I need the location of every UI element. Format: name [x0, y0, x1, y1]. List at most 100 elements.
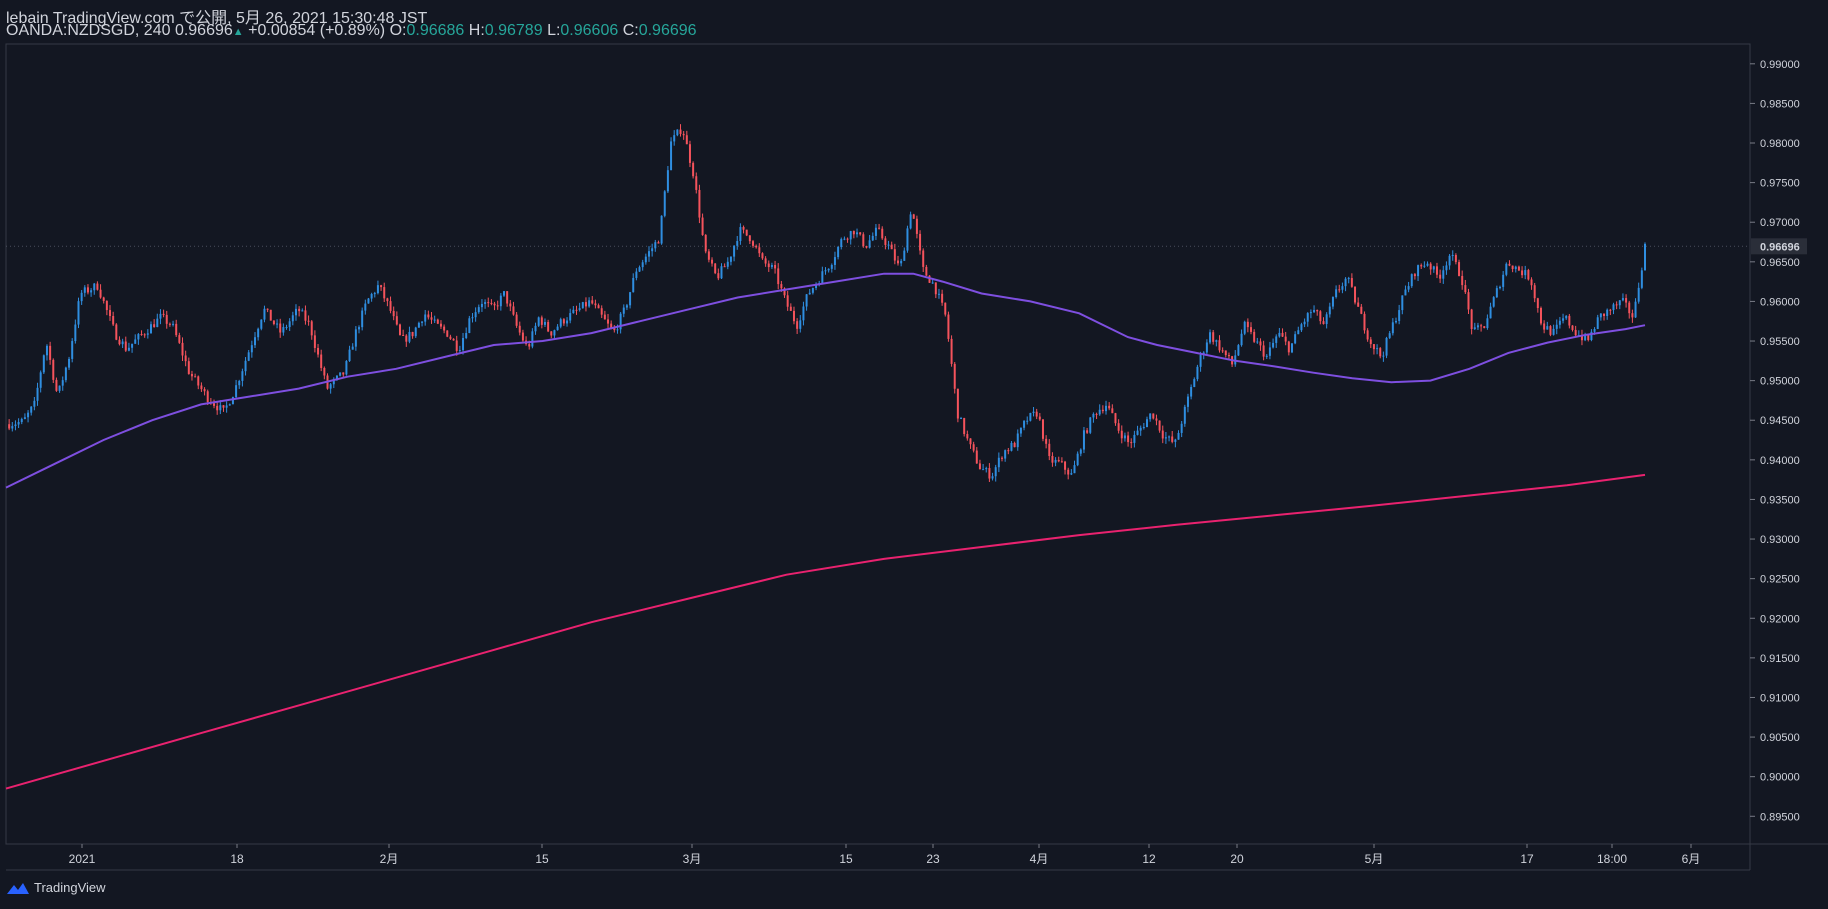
candle-body	[1278, 332, 1281, 337]
candle-body	[1464, 285, 1467, 293]
candle-body	[197, 376, 200, 386]
candle-body	[506, 291, 509, 304]
candle-body	[1209, 332, 1212, 343]
candle-body	[824, 270, 827, 272]
candle-body	[1631, 313, 1634, 318]
candle-body	[893, 249, 896, 261]
candle-body	[153, 324, 156, 328]
candle-body	[323, 367, 326, 376]
candle-body	[455, 340, 458, 351]
footer-brand[interactable]: TradingView	[6, 880, 106, 895]
candle-body	[859, 232, 862, 235]
candle-body	[17, 422, 20, 425]
candle-body	[1250, 327, 1253, 332]
candle-body	[1508, 263, 1511, 266]
candle-body	[890, 244, 893, 250]
candle-body	[515, 314, 518, 326]
candle-body	[588, 300, 591, 307]
candle-body	[99, 289, 102, 298]
candle-body	[1558, 320, 1561, 325]
candle-body	[1186, 396, 1189, 407]
candle-body	[966, 434, 969, 439]
candle-body	[1095, 413, 1098, 415]
candle-body	[1010, 442, 1013, 451]
candle-body	[304, 310, 307, 321]
x-tick-label: 15	[535, 852, 549, 866]
candle-body	[1423, 265, 1426, 267]
candle-body	[997, 457, 1000, 468]
candle-body	[1139, 427, 1142, 431]
symbol-label[interactable]: OANDA:NZDSGD, 240	[6, 22, 171, 39]
candle-body	[102, 297, 105, 301]
price-axis[interactable]: 0.99000 0.98500 0.98000 0.97500 0.97000 0.965…	[1750, 59, 1800, 823]
candle-body	[1363, 313, 1366, 331]
candle-body	[1158, 420, 1161, 431]
y-tick-label: 0.96000	[1760, 296, 1800, 308]
candle-body	[395, 316, 398, 325]
candle-body	[1379, 348, 1382, 357]
candle-body	[874, 227, 877, 236]
candle-body	[1596, 317, 1599, 330]
y-tick-label: 0.94500	[1760, 415, 1800, 427]
candle-body	[1149, 413, 1152, 420]
candle-body	[1057, 459, 1060, 462]
candle-body	[1382, 355, 1385, 357]
candle-body	[1612, 304, 1615, 311]
candle-body	[471, 317, 474, 319]
candle-body	[1070, 473, 1073, 475]
candle-body	[1101, 409, 1104, 412]
candle-body	[597, 305, 600, 309]
candle-body	[408, 331, 411, 342]
candle-body	[383, 287, 386, 299]
candle-body	[235, 385, 238, 398]
candle-body	[937, 293, 940, 295]
candle-body	[1268, 347, 1271, 356]
candle-body	[711, 259, 714, 264]
candle-body	[436, 319, 439, 324]
candle-body	[985, 468, 988, 470]
candle-body	[1098, 409, 1101, 415]
candle-body	[1171, 436, 1174, 442]
candle-body	[742, 227, 745, 230]
candle-body	[752, 241, 755, 246]
candle-body	[23, 417, 26, 420]
candle-body	[635, 271, 638, 278]
candle-body	[1013, 442, 1016, 448]
candle-body	[811, 288, 814, 293]
candle-body	[61, 380, 64, 386]
candle-body	[310, 321, 313, 336]
candle-body	[881, 228, 884, 239]
candle-body	[1483, 326, 1486, 329]
candle-body	[254, 337, 257, 346]
candle-body	[1287, 341, 1290, 353]
time-axis[interactable]: 2021 18 2月 15 3月 15 23 4月 12 20 5月 17 18:00 6月	[69, 844, 1701, 866]
candle-body	[332, 379, 335, 385]
candle-body	[1439, 274, 1442, 279]
candle-body	[184, 355, 187, 362]
candle-body	[137, 334, 140, 340]
candle-body	[1495, 288, 1498, 298]
candle-body	[1492, 297, 1495, 307]
candle-body	[1313, 310, 1316, 313]
candle-body	[465, 332, 468, 338]
candle-body	[1092, 413, 1095, 418]
candle-body	[244, 360, 247, 372]
candle-body	[175, 323, 178, 336]
candle-body	[1369, 339, 1372, 345]
candle-body	[424, 314, 427, 322]
candle-body	[1634, 301, 1637, 318]
candle-body	[279, 323, 282, 333]
candle-body	[1256, 341, 1259, 343]
candle-body	[1486, 318, 1489, 329]
candle-body	[594, 303, 597, 306]
candle-body	[1476, 325, 1479, 328]
candle-body	[276, 323, 279, 325]
candle-body	[1227, 355, 1230, 357]
candle-body	[1259, 341, 1262, 346]
plot-area[interactable]	[5, 43, 1751, 845]
candle-body	[64, 367, 67, 381]
candle-body	[1344, 278, 1347, 287]
candle-body	[1539, 308, 1542, 324]
candle-body	[1215, 340, 1218, 342]
